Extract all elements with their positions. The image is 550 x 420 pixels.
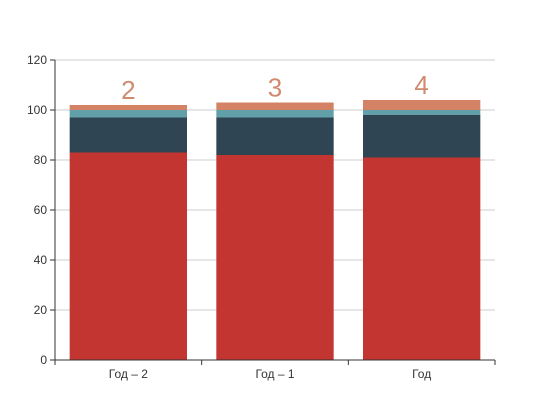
x-category-label: Год: [412, 367, 431, 381]
y-tick-label: 0: [40, 353, 47, 367]
y-tick-label: 20: [34, 303, 48, 317]
bar-top-label: 3: [268, 73, 282, 103]
y-tick-label: 40: [34, 253, 48, 267]
bars: [69, 100, 481, 360]
y-tick-label: 80: [34, 153, 48, 167]
bar-segment: [363, 157, 481, 360]
bar-segment: [69, 105, 187, 110]
bar-segment: [363, 115, 481, 158]
x-category-label: Год – 1: [255, 367, 294, 381]
y-axis-tick-labels: 0 20 40 60 80 100 120: [27, 53, 47, 367]
axes: [50, 59, 496, 365]
bar-segment: [216, 102, 334, 110]
y-tick-label: 120: [27, 53, 47, 67]
bar-segment: [69, 117, 187, 153]
bar-segment: [363, 110, 481, 115]
bar-segment: [69, 152, 187, 360]
y-tick-label: 60: [34, 203, 48, 217]
x-axis-category-labels: Год – 2 Год – 1 Год: [109, 367, 431, 381]
bar-top-label: 2: [121, 75, 135, 105]
bar-top-label: 4: [414, 70, 428, 100]
bar-segment: [216, 155, 334, 360]
bar-segment: [69, 110, 187, 118]
y-tick-label: 100: [27, 103, 47, 117]
bar-top-labels: 2 3 4: [121, 70, 429, 105]
bar-segment: [216, 110, 334, 118]
x-category-label: Год – 2: [109, 367, 148, 381]
bar-segment: [216, 117, 334, 155]
bar-segment: [363, 100, 481, 110]
